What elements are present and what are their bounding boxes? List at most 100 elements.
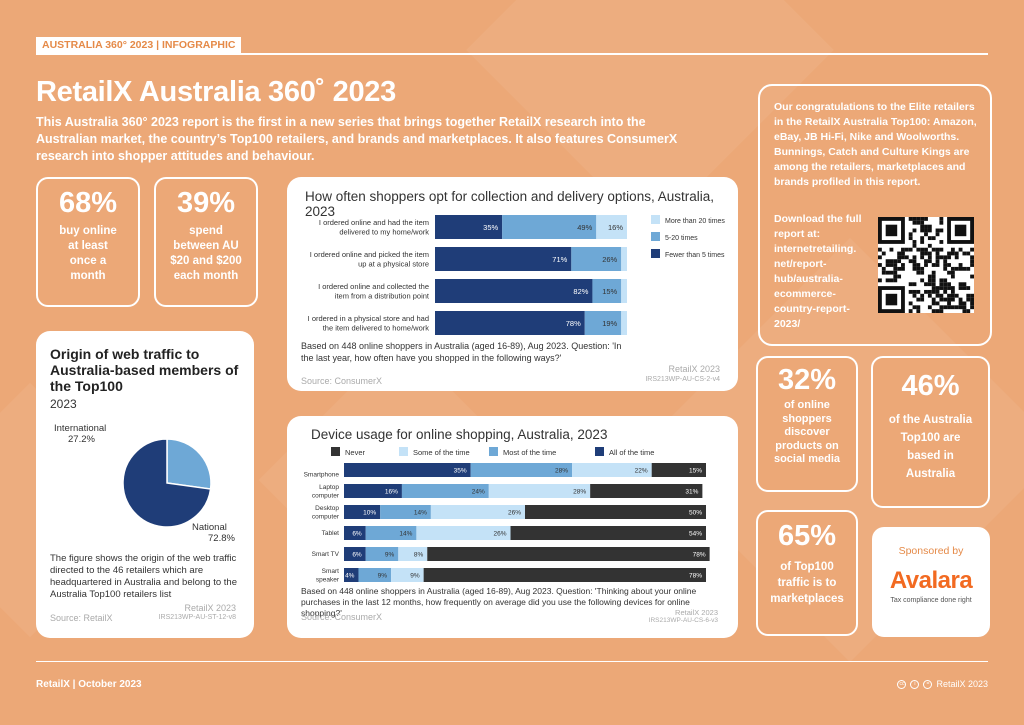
collection-legend-label: More than 20 times (665, 218, 725, 225)
device-bar-most-of-the-time (365, 547, 399, 561)
device-bar-some-of-the-time (398, 547, 428, 561)
pie-value-national: 72.8% (208, 533, 235, 544)
collection-bar-fewer-than-5-times (435, 247, 572, 271)
collection-legend-swatch (651, 215, 660, 224)
sponsor-box[interactable]: Sponsored by Avalara Tax compliance done… (872, 527, 990, 637)
device-bar-most-of-the-time (365, 526, 417, 540)
sponsor-label: Sponsored by (898, 545, 964, 557)
collection-bar-label: 49% (577, 223, 592, 232)
device-bar-all-of-the-time (344, 526, 366, 540)
stat-text: of online shoppers discover products on … (773, 399, 841, 465)
device-bar-label: 28% (573, 489, 586, 496)
device-chart-code: IRS213WP-AU-CS-6-v3 (648, 617, 718, 624)
device-bar-label: 8% (414, 552, 424, 559)
device-bar-never (590, 484, 703, 498)
collection-delivery-chart-card: How often shoppers opt for collection an… (287, 177, 738, 391)
cc-icon: cc (897, 679, 907, 689)
device-bar-most-of-the-time (401, 484, 489, 498)
collection-chart-source: Source: ConsumerX (301, 376, 383, 386)
device-bar-label: 50% (689, 510, 702, 517)
footer-right: cc i = RetailX 2023 (897, 679, 988, 689)
page-title: RetailX Australia 360˚ 2023 (36, 76, 396, 108)
device-chart-note: Based on 448 online shoppers in Australi… (301, 586, 697, 618)
device-category-label: Tablet (322, 530, 340, 537)
collection-legend-swatch (651, 249, 660, 258)
collection-bar-more-than-20-times (596, 215, 627, 239)
device-bar-label: 14% (399, 531, 412, 538)
stat-box-65: 65% of Top100 traffic is to marketplaces (756, 510, 858, 636)
collection-bar-label: 71% (552, 255, 567, 264)
collection-bar-more-than-20-times (621, 279, 627, 303)
device-category-label: Smartphone (304, 471, 340, 478)
pie-value-international: 27.2% (68, 434, 95, 445)
device-legend-label: Some of the time (413, 448, 470, 457)
device-chart-title: Device usage for online shopping, Austra… (311, 427, 608, 442)
collection-chart-title: How often shoppers opt for collection an… (305, 189, 714, 219)
collection-bar-label: 16% (608, 223, 623, 232)
device-bar-label: 15% (689, 468, 702, 475)
device-bar-label: 9% (385, 552, 395, 559)
collection-bar-label: 26% (602, 255, 617, 264)
device-legend-swatch (331, 447, 340, 456)
device-bar-never (510, 526, 706, 540)
device-bar-most-of-the-time (380, 505, 431, 519)
device-legend-label: All of the time (609, 448, 654, 457)
collection-category-label: I ordered online and had the item deliver… (319, 218, 429, 237)
device-bar-label: 78% (693, 552, 706, 559)
stat-box-32: 32% of online shoppers discover products… (756, 356, 858, 492)
stat-value: 65% (777, 520, 837, 552)
device-bar-label: 54% (689, 531, 702, 538)
device-bar-label: 6% (352, 531, 362, 538)
attribution-icon: i (910, 679, 920, 689)
device-bar-label: 16% (385, 489, 398, 496)
intro-text: This Australia 360° 2023 report is the f… (36, 115, 678, 163)
qr-code-icon[interactable] (878, 217, 974, 313)
no-derivatives-icon: = (923, 679, 933, 689)
collection-bar-fewer-than-5-times (435, 311, 585, 335)
collection-legend-label: Fewer than 5 times (665, 252, 725, 259)
collection-chart-brand: RetailX 2023 (668, 364, 720, 374)
device-bar-never (525, 505, 706, 519)
congratulations-text: Our congratulations to the Elite retaile… (774, 101, 977, 188)
device-bar-label: 10% (363, 510, 376, 517)
device-bar-label: 24% (472, 489, 485, 496)
avalara-logo: Avalara (889, 567, 973, 594)
device-chart-source: Source: ConsumerX (301, 612, 383, 622)
pie-brand: RetailX 2023 (184, 603, 236, 613)
device-category-label: Desktop computer (312, 505, 340, 521)
pie-chart-title: Origin of web traffic to Australia-based… (50, 346, 239, 394)
collection-category-label: I ordered online and collected the item f… (318, 282, 430, 301)
device-category-label: Smart TV (312, 551, 340, 558)
device-bar-never (423, 568, 706, 582)
collection-bar-more-than-20-times (621, 311, 627, 335)
device-bar-some-of-the-time (572, 463, 652, 477)
device-bar-all-of-the-time (344, 547, 366, 561)
footer-left: RetailX | October 2023 (36, 679, 142, 690)
download-link-text[interactable]: Download the full report at: internetret… (774, 213, 862, 330)
collection-bar-label: 19% (602, 319, 617, 328)
collection-legend-swatch (651, 232, 660, 241)
collection-category-label: I ordered online and picked the item up a… (310, 250, 429, 269)
device-legend-swatch (595, 447, 604, 456)
device-legend-swatch (399, 447, 408, 456)
collection-bar-5-20-times (571, 247, 622, 271)
collection-bar-5-20-times (592, 279, 622, 303)
pie-chart-subtitle: 2023 (50, 397, 77, 411)
device-bar-label: 22% (635, 468, 648, 475)
collection-bar-label: 35% (483, 223, 498, 232)
stat-text: of the Australia Top100 are based in Aus… (888, 414, 973, 480)
stat-value: 32% (777, 364, 837, 396)
stat-box-68: 68% buy online at least once a month (36, 177, 140, 307)
collection-chart-code: IRS213WP-AU-CS-2-v4 (645, 376, 720, 383)
collection-bar-label: 78% (566, 319, 581, 328)
device-bar-some-of-the-time (430, 505, 525, 519)
device-bar-label: 14% (414, 510, 427, 517)
collection-delivery-chart: I ordered online and had the item deliver… (308, 215, 725, 335)
device-bar-label: 26% (494, 531, 507, 538)
congratulations-panel: Our congratulations to the Elite retaile… (758, 84, 992, 346)
collection-bar-fewer-than-5-times (435, 279, 593, 303)
collection-legend-label: 5-20 times (665, 235, 698, 242)
device-bar-label: 6% (352, 552, 362, 559)
device-usage-chart-card: Device usage for online shopping, Austra… (287, 416, 738, 638)
